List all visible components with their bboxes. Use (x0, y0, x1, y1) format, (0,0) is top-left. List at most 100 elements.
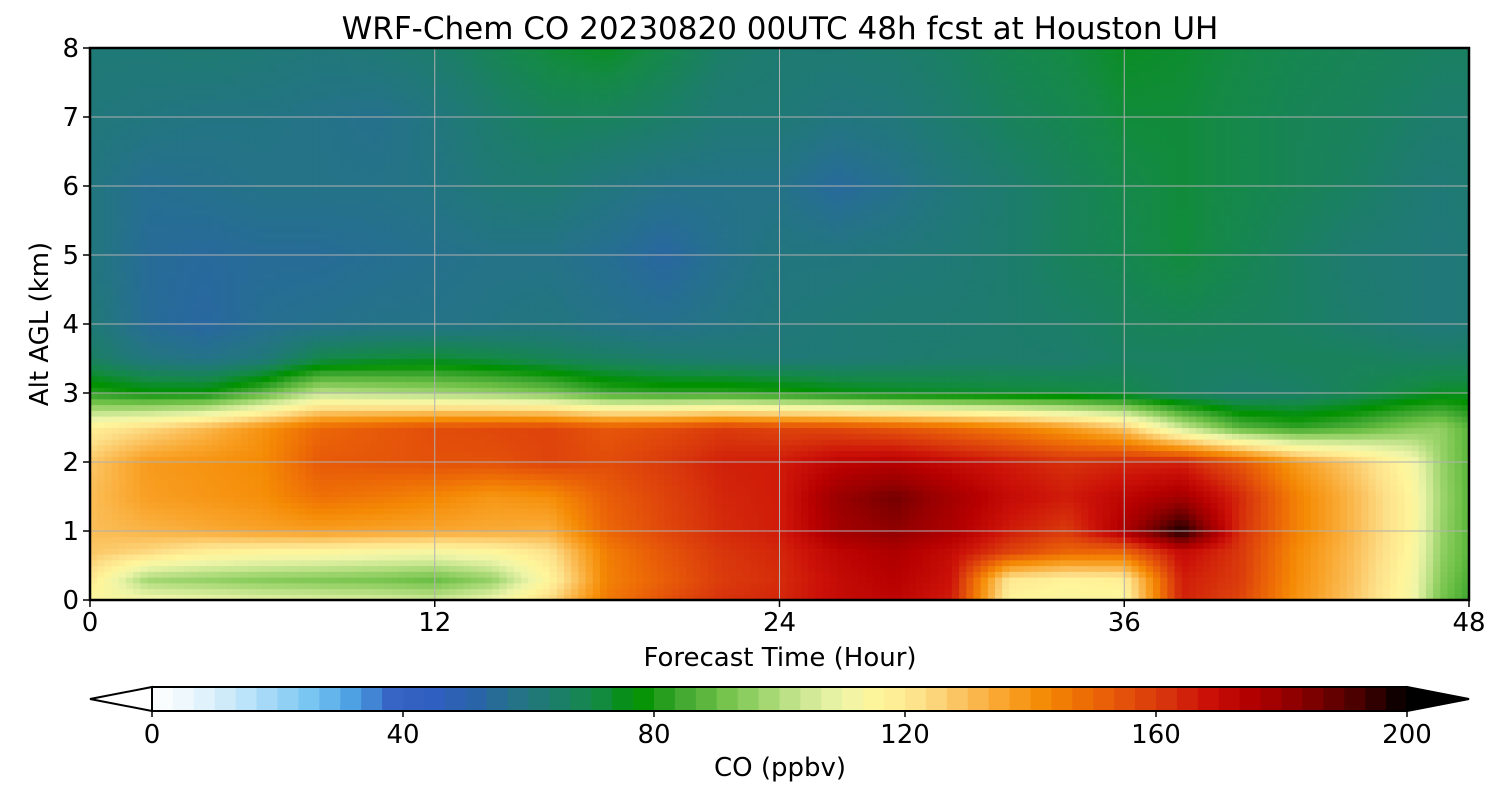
co-cell (786, 496, 795, 503)
co-cell (944, 554, 953, 561)
co-cell (1117, 490, 1125, 498)
co-cell (556, 548, 565, 555)
co-cell (571, 554, 579, 561)
co-cell (549, 554, 558, 561)
co-cell (707, 456, 716, 463)
co-cell (994, 525, 1003, 532)
co-cell (585, 450, 594, 457)
co-cell (678, 565, 687, 572)
co-cell (880, 554, 888, 561)
co-cell (650, 548, 658, 555)
co-cell (815, 513, 824, 521)
co-cell (1231, 496, 1240, 503)
co-cell (1339, 531, 1348, 538)
co-cell (1081, 525, 1089, 532)
co-cell (520, 594, 529, 600)
co-cell (765, 462, 773, 469)
co-cell (370, 502, 378, 509)
co-cell (97, 559, 105, 567)
co-cell (1275, 594, 1283, 600)
co-cell (312, 554, 321, 561)
co-cell (714, 548, 723, 555)
co-cell (1030, 450, 1039, 457)
co-cell (176, 473, 184, 480)
co-cell (1059, 513, 1068, 521)
co-cell (736, 496, 745, 503)
co-cell (283, 502, 292, 509)
co-cell (147, 456, 156, 463)
co-cell (614, 531, 623, 538)
co-cell (499, 531, 508, 538)
co-cell (1081, 542, 1089, 549)
co-cell (1088, 502, 1097, 509)
co-cell (686, 485, 694, 492)
co-cell (104, 473, 113, 480)
co-cell (1303, 513, 1312, 521)
co-cell (334, 490, 342, 498)
co-cell (1310, 450, 1319, 457)
co-cell (1045, 542, 1054, 549)
co-cell (1368, 554, 1377, 561)
co-cell (1275, 490, 1283, 498)
co-cell (1332, 450, 1341, 457)
co-cell (406, 485, 414, 492)
co-cell (1088, 554, 1097, 561)
co-cell (643, 485, 651, 492)
co-cell (118, 473, 127, 480)
co-cell (1009, 485, 1018, 492)
co-cell (1152, 588, 1161, 595)
co-cell (571, 536, 579, 544)
co-cell (1203, 473, 1212, 480)
co-cell (951, 548, 960, 555)
co-cell (1375, 571, 1384, 578)
co-cell (233, 496, 242, 503)
co-cell (1038, 525, 1046, 532)
co-cell (1361, 542, 1370, 549)
co-cell (413, 467, 421, 475)
co-cell (1433, 594, 1441, 600)
co-cell (743, 577, 752, 584)
co-cell (499, 577, 508, 584)
co-cell (757, 525, 766, 532)
co-cell (283, 554, 292, 561)
co-cell (973, 542, 982, 549)
co-cell (255, 548, 263, 555)
co-cell (614, 462, 623, 469)
co-cell (1045, 565, 1054, 572)
co-cell (578, 473, 587, 480)
co-cell (1354, 594, 1362, 600)
co-cell (635, 536, 644, 544)
co-cell (434, 519, 443, 526)
co-cell (470, 462, 479, 469)
co-cell (628, 479, 637, 486)
co-cell (872, 594, 881, 600)
co-cell (1023, 577, 1032, 584)
co-cell (707, 594, 716, 600)
co-cell (434, 554, 443, 561)
co-cell (542, 594, 551, 600)
co-cell (1102, 554, 1111, 561)
co-cell (355, 473, 364, 480)
co-cell (169, 531, 177, 538)
co-cell (1196, 496, 1204, 503)
co-cell (319, 502, 328, 509)
co-cell (492, 519, 500, 526)
co-cell (779, 594, 788, 600)
co-cell (406, 525, 414, 532)
co-cell (449, 525, 457, 532)
co-cell (327, 577, 335, 584)
co-cell (1045, 508, 1054, 515)
co-cell (621, 462, 630, 469)
co-cell (836, 588, 845, 595)
co-cell (1160, 559, 1168, 567)
co-cell (585, 571, 594, 578)
co-cell (1210, 536, 1219, 544)
co-cell (578, 456, 587, 463)
co-cell (1095, 508, 1104, 515)
co-cell (1188, 456, 1197, 463)
co-cell (341, 508, 350, 515)
co-cell (1267, 513, 1276, 521)
co-cell (535, 508, 544, 515)
co-cell (1246, 525, 1255, 532)
co-cell (1289, 582, 1298, 590)
